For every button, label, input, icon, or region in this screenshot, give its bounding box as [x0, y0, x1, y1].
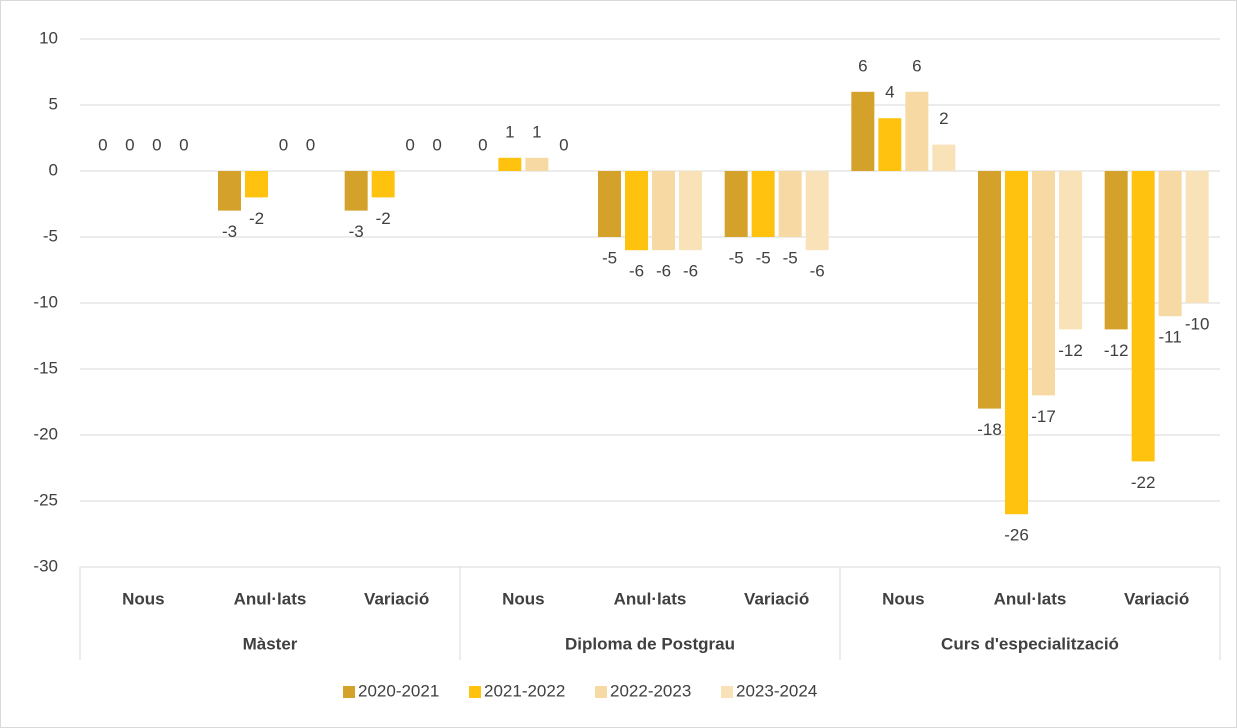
data-label: -5: [756, 248, 771, 267]
bar: [1185, 171, 1209, 303]
bar: [344, 171, 368, 211]
data-label: -6: [656, 262, 671, 281]
legend-label: 2022-2023: [610, 681, 691, 700]
x-tick-label: Variació: [364, 589, 429, 608]
bar: [245, 171, 268, 198]
data-label: 0: [478, 135, 487, 154]
y-tick-label: -30: [33, 556, 58, 575]
y-tick-label: -5: [43, 226, 58, 245]
data-label: -12: [1104, 341, 1129, 360]
data-label: -11: [1159, 328, 1182, 347]
data-label: -17: [1031, 407, 1056, 426]
legend-swatch: [721, 686, 733, 698]
data-label: -5: [783, 248, 798, 267]
data-label: 2: [939, 109, 948, 128]
legend-swatch: [469, 686, 481, 698]
bar: [778, 171, 802, 237]
legend-label: 2021-2022: [484, 681, 565, 700]
data-label: 0: [279, 135, 288, 154]
data-label: 0: [98, 135, 107, 154]
data-label: 0: [432, 135, 441, 154]
bar: [905, 91, 929, 171]
x-tick-label: Anul·lats: [614, 589, 687, 608]
data-label: 1: [532, 122, 541, 141]
bar: [1032, 171, 1055, 396]
bar: [1059, 171, 1082, 330]
bar: [1131, 171, 1155, 462]
group-label: Curs d'especialització: [941, 634, 1119, 653]
bar: [679, 171, 702, 251]
x-tick-label: Nous: [502, 589, 545, 608]
bar: [724, 171, 748, 237]
bar: [218, 171, 241, 211]
x-tick-label: Nous: [122, 589, 165, 608]
bar: [371, 171, 395, 198]
bar: [851, 91, 875, 171]
x-tick-label: Nous: [882, 589, 925, 608]
y-tick-label: -20: [33, 424, 58, 443]
bar: [1104, 171, 1128, 330]
group-label: Diploma de Postgrau: [565, 634, 735, 653]
data-label: 0: [405, 135, 414, 154]
data-label: 0: [125, 135, 134, 154]
bar: [1005, 171, 1028, 515]
bar: [625, 171, 648, 251]
data-label: 6: [858, 56, 867, 75]
data-label: 0: [179, 135, 188, 154]
data-label: -10: [1185, 314, 1210, 333]
data-label: 1: [505, 122, 514, 141]
data-label: -12: [1058, 341, 1083, 360]
data-label: -3: [222, 222, 237, 241]
legend-label: 2023-2024: [736, 681, 817, 700]
data-label: -18: [977, 420, 1002, 439]
x-tick-label: Variació: [744, 589, 809, 608]
y-tick-label: 10: [39, 28, 58, 47]
data-label: -6: [629, 262, 644, 281]
legend-swatch: [343, 686, 355, 698]
data-label: -6: [810, 262, 825, 281]
bar: [878, 118, 902, 171]
data-label: -26: [1004, 526, 1029, 545]
bar: [525, 157, 549, 171]
bar: [805, 171, 829, 251]
legend-swatch: [595, 686, 607, 698]
y-tick-label: -10: [33, 292, 58, 311]
data-label: -3: [349, 222, 364, 241]
bar: [932, 144, 956, 171]
data-label: -22: [1131, 473, 1156, 492]
x-tick-label: Anul·lats: [994, 589, 1067, 608]
bar: [652, 171, 675, 251]
data-label: 0: [152, 135, 161, 154]
x-tick-label: Anul·lats: [234, 589, 307, 608]
y-tick-label: -25: [33, 490, 58, 509]
data-label: -2: [249, 209, 264, 228]
data-label: -5: [602, 248, 617, 267]
bar: [1158, 171, 1182, 317]
bar: [498, 157, 522, 171]
data-label: 0: [306, 135, 315, 154]
bar: [751, 171, 775, 237]
bar: [978, 171, 1001, 409]
data-label: 6: [912, 56, 921, 75]
legend-label: 2020-2021: [358, 681, 439, 700]
y-tick-label: -15: [33, 358, 58, 377]
data-label: -2: [376, 209, 391, 228]
group-label: Màster: [243, 634, 298, 653]
data-label: 0: [559, 135, 568, 154]
bar: [598, 171, 621, 237]
data-label: 4: [885, 83, 894, 102]
y-tick-label: 0: [49, 160, 58, 179]
x-tick-label: Variació: [1124, 589, 1189, 608]
data-label: -6: [683, 262, 698, 281]
y-tick-label: 5: [49, 94, 58, 113]
data-label: -5: [729, 248, 744, 267]
